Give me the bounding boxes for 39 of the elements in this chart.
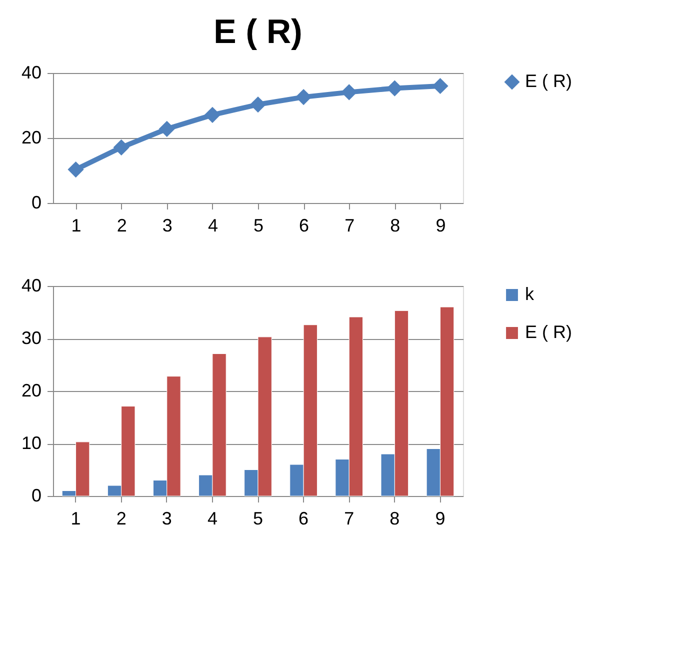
x-tick-label: 2: [116, 216, 127, 236]
y-tick-label: 0: [31, 192, 42, 212]
x-tick-label: 8: [390, 508, 400, 528]
point: [432, 78, 448, 94]
point: [295, 88, 312, 106]
legend-label: k: [525, 284, 535, 304]
legend-label: E ( R): [525, 322, 572, 342]
point: [341, 84, 358, 100]
x-tick-label: 2: [116, 508, 126, 528]
x-tick-label: 7: [344, 216, 355, 236]
y-tick-label: 20: [21, 380, 42, 400]
y-tick-label: 10: [21, 433, 42, 453]
x-tick-label: 8: [390, 216, 400, 236]
x-tick-label: 5: [252, 508, 264, 528]
x-tick-label: 5: [253, 216, 264, 236]
chart-title: E ( R): [214, 13, 302, 51]
legend-label: E ( R): [525, 71, 572, 91]
y-tick-label: 30: [21, 328, 42, 348]
x-tick-label: 7: [344, 508, 354, 528]
point: [68, 161, 84, 178]
point: [113, 139, 130, 156]
x-tick-label: 3: [162, 216, 172, 236]
y-tick-label: 40: [21, 276, 42, 296]
point: [386, 80, 403, 96]
x-tick-label: 9: [435, 508, 446, 528]
point: [158, 120, 175, 137]
point: [204, 106, 221, 123]
x-tick-label: 4: [208, 216, 218, 236]
y-tick-label: 20: [21, 128, 42, 148]
x-tick-label: 6: [299, 216, 310, 236]
x-tick-label: 9: [436, 216, 446, 236]
x-tick-label: 6: [298, 508, 309, 528]
y-tick-label: 40: [21, 62, 42, 82]
x-tick-label: 1: [70, 508, 81, 528]
x-tick-label: 1: [71, 216, 82, 236]
point: [250, 96, 266, 113]
y-tick-label: 0: [31, 486, 42, 506]
x-tick-label: 3: [162, 508, 172, 528]
x-tick-label: 4: [207, 508, 218, 528]
